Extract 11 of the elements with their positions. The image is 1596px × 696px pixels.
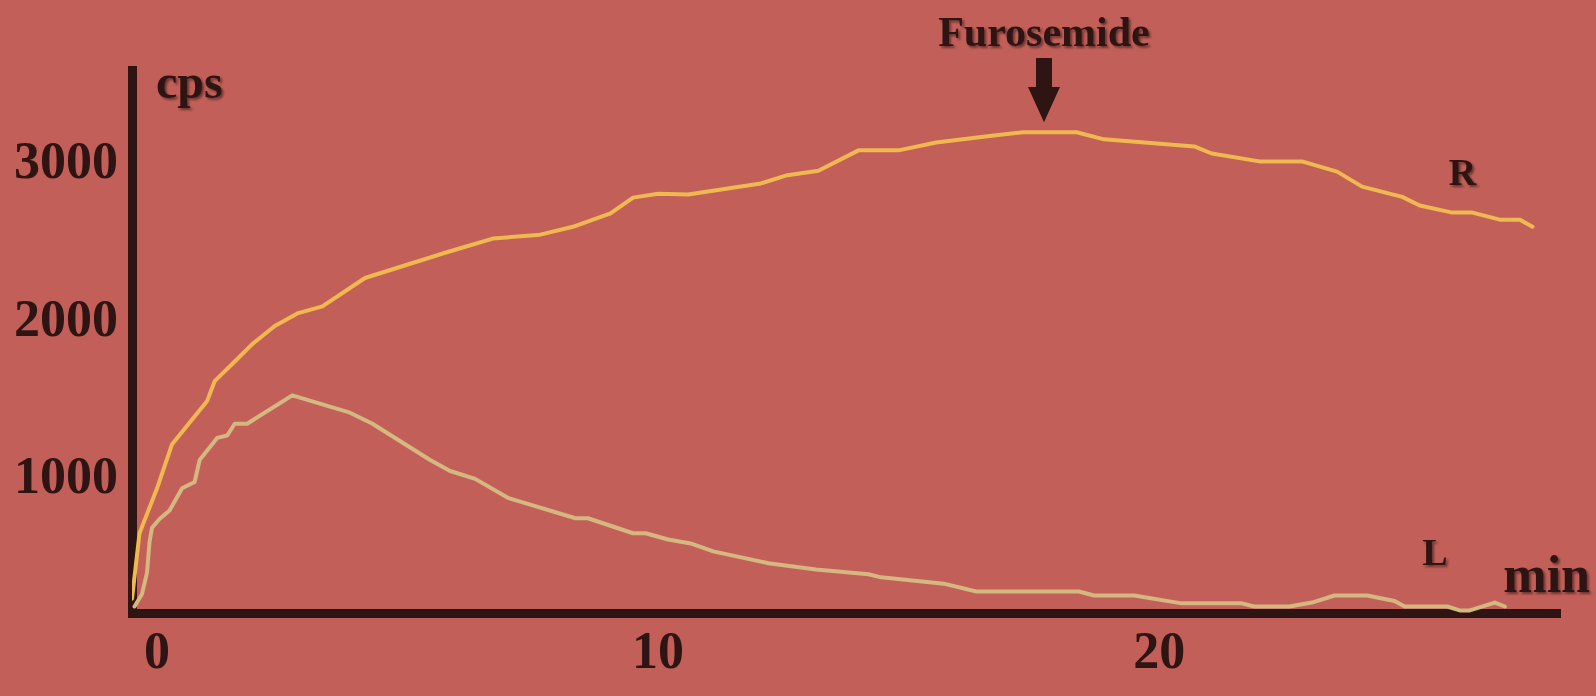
x-axis-title: min [1503,545,1591,603]
x-tick-label: 0 [144,622,171,680]
y-tick-label: 1000 [14,447,118,505]
x-tick-label: 20 [1133,622,1186,680]
y-tick-label: 3000 [14,131,118,189]
series-label: R [1448,150,1477,193]
y-axis-title: cps [156,55,223,108]
x-tick-label: 10 [632,622,685,680]
annotation: Furosemide [938,9,1150,55]
series-label: L [1422,530,1448,573]
y-tick-label: 2000 [14,289,118,347]
